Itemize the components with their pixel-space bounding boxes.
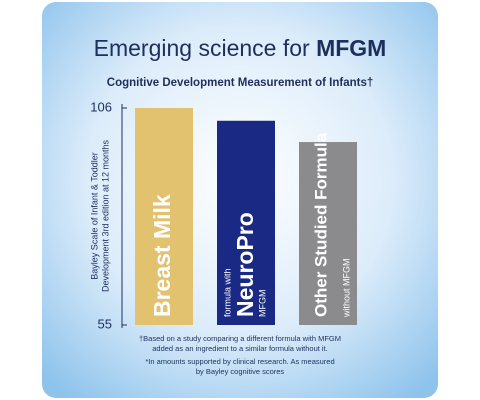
footnote: *In amounts supported by clinical resear… bbox=[145, 357, 334, 366]
category-prefix: formula with bbox=[222, 268, 232, 317]
bar bbox=[299, 142, 357, 325]
category-label: NeuroPro bbox=[232, 212, 258, 317]
category-label: Breast Milk bbox=[149, 194, 175, 317]
category-suffix: MFGM bbox=[257, 290, 267, 318]
bar bbox=[217, 120, 275, 325]
category-label: Other Studied Formula bbox=[311, 132, 330, 317]
category-suffix: without MFGM bbox=[341, 258, 351, 318]
footnote: †Based on a study comparing a different … bbox=[139, 334, 341, 343]
bar-label: Other Studied Formula without MFGM bbox=[311, 132, 351, 318]
y-tick-label: 106 bbox=[90, 99, 112, 114]
y-axis-label: Bayley Scale of Infant & Toddler bbox=[89, 152, 99, 279]
y-tick-label: 55 bbox=[98, 316, 112, 331]
footnote: by Bayley cognitive scores bbox=[196, 367, 285, 376]
bar bbox=[135, 108, 193, 325]
y-axis-label: Development 3rd edition at 12 months bbox=[100, 139, 110, 292]
bar-label: Breast Milk bbox=[149, 194, 175, 317]
chart-subtitle: Cognitive Development Measurement of Inf… bbox=[107, 77, 373, 89]
chart-title: Emerging science for MFGM bbox=[94, 35, 387, 61]
footnote: added as an ingredient to a similar form… bbox=[152, 344, 328, 353]
bar-label: formula with NeuroPro MFGM bbox=[222, 212, 267, 317]
